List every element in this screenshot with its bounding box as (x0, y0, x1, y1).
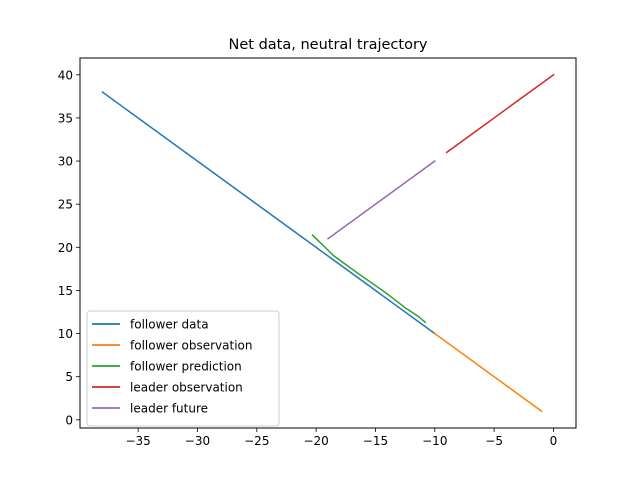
y-tick-label: 15 (58, 284, 73, 298)
legend-box (86, 310, 280, 427)
x-tick-label: −10 (422, 434, 447, 448)
legend: follower data follower observation followe… (86, 310, 280, 427)
x-tick-label: −20 (303, 434, 328, 448)
legend-label: leader future (130, 402, 208, 416)
y-tick-label: 0 (65, 413, 73, 427)
x-tick-label: −30 (185, 434, 210, 448)
x-tick-label: −15 (363, 434, 388, 448)
legend-label: leader observation (130, 381, 243, 395)
y-tick-label: 35 (58, 111, 73, 125)
y-tick-label: 40 (58, 68, 73, 82)
x-tick-label: −25 (244, 434, 269, 448)
y-axis: 0 5 10 15 20 25 30 35 40 (58, 68, 80, 427)
series-line-leader-observation (445, 73, 555, 154)
x-tick-label: −35 (125, 434, 150, 448)
chart-title: Net data, neutral trajectory (229, 37, 428, 53)
series-lines (101, 73, 555, 413)
legend-label: follower prediction (130, 360, 242, 374)
y-tick-label: 10 (58, 327, 73, 341)
y-tick-label: 25 (58, 198, 73, 212)
series-line-follower-prediction (311, 234, 427, 324)
y-tick-label: 5 (65, 370, 73, 384)
series-line-follower-data (101, 91, 436, 335)
y-tick-label: 30 (58, 155, 73, 169)
x-tick-label: 0 (550, 434, 558, 448)
axes-frame (79, 57, 577, 429)
legend-label: follower observation (130, 339, 253, 353)
y-tick-label: 20 (58, 241, 73, 255)
series-line-follower-observation (433, 332, 543, 413)
x-tick-label: −5 (485, 434, 503, 448)
legend-label: follower data (130, 318, 209, 332)
x-axis: −35 −30 −25 −20 −15 −10 −5 0 (125, 428, 557, 448)
series-line-leader-future (326, 160, 436, 240)
